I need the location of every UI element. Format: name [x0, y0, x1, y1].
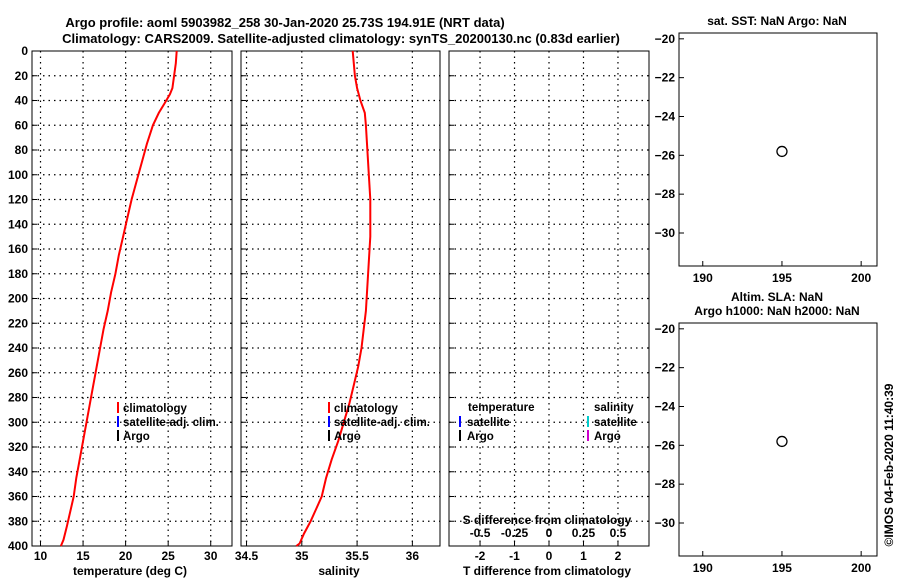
y-tick-label: −24 [655, 399, 676, 413]
legend-climatology: climatology [334, 403, 399, 415]
x-tick-label: 2 [615, 549, 622, 563]
legend-satellite-adj: satellite-adj. clim. [123, 417, 219, 429]
top-tick-label: 0.5 [610, 526, 627, 540]
y-tick-label: −22 [655, 361, 676, 375]
y-tick-label: 140 [8, 217, 28, 231]
y-tick-label: 380 [8, 514, 28, 528]
y-tick-label: 320 [8, 440, 28, 454]
top-tick-label: 0 [546, 526, 553, 540]
x-tick-label: 200 [851, 561, 871, 575]
legend-salinity-title: salinity [594, 402, 634, 414]
salinity-legend: climatology satellite-adj. clim. Argo [328, 402, 430, 443]
y-tick-label: 60 [15, 118, 29, 132]
legend-climatology: climatology [123, 403, 188, 415]
series-line-climatology [59, 50, 178, 547]
y-tick-label: −22 [655, 71, 676, 85]
difference-top-label: S difference from climatology [463, 513, 632, 527]
legend-t-argo: Argo [467, 431, 494, 443]
sla-subtitle: Argo h1000: NaN h2000: NaN [694, 304, 859, 318]
x-tick-label: 15 [76, 549, 90, 563]
x-tick-label: 195 [772, 561, 792, 575]
x-tick-label: 35.5 [345, 549, 369, 563]
x-tick-label: 1 [580, 549, 587, 563]
difference-legend: temperature satellite Argo salinity sate… [459, 402, 637, 443]
y-tick-label: −20 [655, 32, 676, 46]
x-tick-label: 200 [851, 271, 871, 285]
temperature-xlabel: temperature (deg C) [73, 564, 187, 578]
legend-s-satellite: satellite [594, 417, 637, 429]
legend-argo: Argo [334, 431, 361, 443]
y-tick-label: −30 [655, 516, 676, 530]
y-tick-label: −24 [655, 109, 676, 123]
difference-xlabel: T difference from climatology [463, 564, 631, 578]
y-tick-label: −30 [655, 226, 676, 240]
plot-frame [678, 32, 878, 267]
y-tick-label: 400 [8, 539, 28, 553]
sst-title: sat. SST: NaN Argo: NaN [707, 14, 847, 28]
legend-satellite-adj: satellite-adj. clim. [334, 417, 430, 429]
y-tick-label: 0 [21, 44, 28, 58]
y-tick-label: 100 [8, 168, 28, 182]
y-tick-label: 300 [8, 415, 28, 429]
plot-frame [678, 322, 878, 557]
profile-location-marker [776, 145, 788, 158]
y-tick-label: 80 [15, 143, 29, 157]
salinity-xlabel: salinity [318, 564, 360, 578]
top-tick-label: -0.5 [470, 526, 491, 540]
legend-t-satellite: satellite [467, 417, 510, 429]
x-tick-label: 30 [204, 549, 218, 563]
x-tick-label: 190 [693, 561, 713, 575]
y-tick-label: 120 [8, 193, 28, 207]
y-tick-label: 280 [8, 391, 28, 405]
header-title: Argo profile: aoml 5903982_258 30-Jan-20… [65, 15, 504, 30]
y-tick-label: 260 [8, 366, 28, 380]
x-tick-label: 190 [693, 271, 713, 285]
y-tick-label: −26 [655, 148, 676, 162]
top-tick-label: 0.25 [572, 526, 596, 540]
y-tick-label: 360 [8, 490, 28, 504]
y-tick-label: 40 [15, 94, 29, 108]
x-tick-label: 0 [546, 549, 553, 563]
x-tick-label: 34.5 [235, 549, 259, 563]
temperature-legend: climatology satellite-adj. clim. Argo [117, 402, 219, 443]
legend-argo: Argo [123, 431, 150, 443]
x-tick-label: 195 [772, 271, 792, 285]
sst-panel: −20 −22 −24 −26 −28 −30 190 195 200 [655, 32, 878, 285]
x-tick-label: -2 [475, 549, 486, 563]
profile-location-marker [776, 435, 788, 448]
legend-temperature-title: temperature [468, 402, 534, 414]
top-tick-label: -0.25 [501, 526, 529, 540]
x-tick-label: 36 [406, 549, 420, 563]
sla-title: Altim. SLA: NaN [731, 290, 823, 304]
y-tick-label: 220 [8, 316, 28, 330]
legend-s-argo: Argo [594, 431, 621, 443]
x-tick-label: 35 [295, 549, 309, 563]
difference-panel: -2 -1 0 1 2 -0.5 -0.25 0 0.25 0.5 [448, 50, 650, 563]
y-tick-label: 340 [8, 465, 28, 479]
y-tick-label: −26 [655, 438, 676, 452]
temperature-panel: 10 15 20 25 30020406080100120140160180200220… [8, 44, 233, 563]
y-tick-label: 240 [8, 341, 28, 355]
copyright-stamp: ©IMOS 04-Feb-2020 11:40:39 [882, 383, 896, 546]
series-line-climatology [295, 50, 372, 547]
x-tick-label: 10 [34, 549, 48, 563]
y-tick-label: −28 [655, 477, 676, 491]
salinity-panel: 34.5 35 35.5 36 [235, 50, 441, 563]
y-tick-label: 180 [8, 267, 28, 281]
x-tick-label: -1 [509, 549, 520, 563]
y-tick-label: 160 [8, 242, 28, 256]
y-tick-label: −20 [655, 322, 676, 336]
y-tick-label: 200 [8, 292, 28, 306]
x-tick-label: 20 [119, 549, 133, 563]
y-tick-label: 20 [15, 69, 29, 83]
x-tick-label: 25 [161, 549, 175, 563]
header-subtitle: Climatology: CARS2009. Satellite-adjuste… [62, 31, 620, 46]
sla-panel: −20 −22 −24 −26 −28 −30 190 195 200 [655, 322, 878, 575]
y-tick-label: −28 [655, 187, 676, 201]
